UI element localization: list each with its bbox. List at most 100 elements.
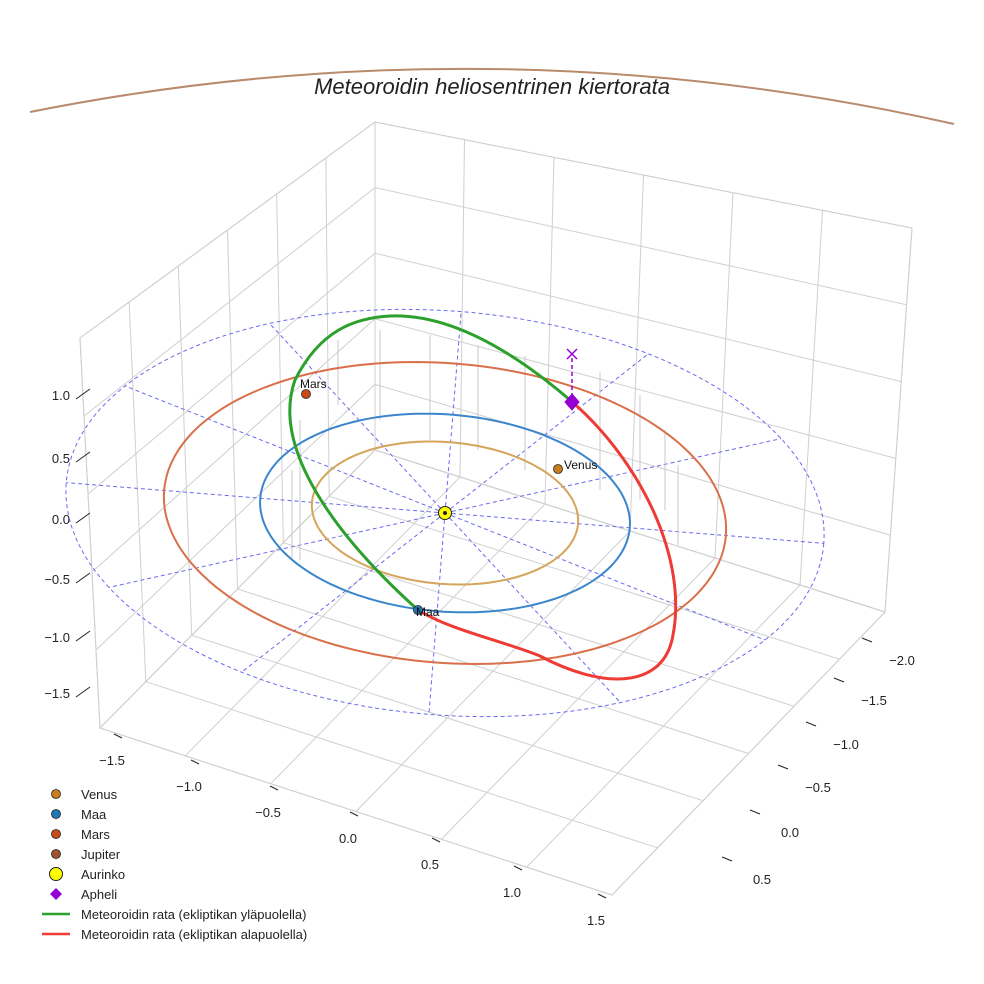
y-tick-label: −0.5: [805, 780, 831, 795]
x-tick-label: 1.0: [503, 885, 521, 900]
floor-gridline: [611, 611, 886, 896]
x-tick-mark: [269, 785, 279, 791]
legend-label: Meteoroidin rata (ekliptikan alapuolella…: [81, 927, 307, 942]
marker-maa: [413, 605, 423, 615]
floor-gridline: [329, 495, 840, 660]
y-tick-mark: [805, 721, 817, 727]
y-tick-label: 0.0: [781, 825, 799, 840]
planet-orbits: [162, 360, 728, 666]
meteoroid-orbit: [288, 314, 678, 681]
x-tick-mark: [597, 893, 607, 899]
meteoroid-orbit-below: [417, 398, 678, 681]
legend-label: Venus: [81, 787, 118, 802]
meteoroid-orbit-above: [288, 314, 571, 612]
x-tick-label: −0.5: [255, 805, 281, 820]
label-maa: Maa: [416, 605, 440, 619]
legend-marker-jupiter: [51, 849, 61, 859]
reference-radial: [124, 385, 446, 514]
z-tick-mark: [75, 572, 91, 584]
legend-marker-mars: [51, 829, 61, 839]
legend-label: Maa: [81, 807, 107, 822]
y-tick-mark: [833, 677, 845, 683]
legend-marker-venus: [51, 789, 61, 799]
legend: Venus Maa Mars Jupiter Aurinko Apheli Meteoroi…: [42, 787, 307, 942]
y-tick-mark: [721, 856, 733, 862]
reference-ellipse-group: [65, 308, 825, 718]
x-tick-mark: [513, 865, 523, 871]
label-venus: Venus: [564, 458, 597, 472]
markers: Venus Maa Mars: [300, 348, 597, 619]
left-wall-vertical: [177, 265, 193, 636]
right-wall-vertical: [714, 192, 734, 559]
z-tick-mark: [75, 512, 91, 524]
y-tick-label: −1.0: [833, 737, 859, 752]
reference-radial: [444, 311, 462, 514]
chart-title: Meteoroidin heliosentrinen kiertorata: [314, 74, 670, 99]
legend-marker-aurinko: [49, 867, 63, 881]
right-wall-vertical: [884, 227, 913, 613]
jupiter-orbit-arc: [29, 67, 955, 125]
left-wall-vertical: [79, 337, 101, 729]
legend-label: Jupiter: [81, 847, 121, 862]
x-tick-mark: [431, 837, 441, 843]
orbit-mars: [162, 360, 728, 666]
legend-marker-apheli: [50, 888, 62, 900]
reference-radial: [444, 512, 824, 544]
marker-mars: [301, 389, 311, 399]
z-tick-mark: [75, 388, 91, 400]
legend-label: Apheli: [81, 887, 117, 902]
z-tick-label: −0.5: [44, 572, 70, 587]
y-tick-label: 0.5: [753, 872, 771, 887]
y-tick-label: −1.5: [861, 693, 887, 708]
orbit-maa: [259, 412, 631, 614]
z-tick-label: −1.5: [44, 686, 70, 701]
x-tick-label: 0.5: [421, 857, 439, 872]
right-wall-vertical: [799, 210, 823, 586]
reference-radial: [444, 438, 782, 514]
jupiter-orbit-arc-line: [29, 67, 955, 125]
reference-radial: [444, 353, 649, 514]
reference-radial: [444, 512, 766, 641]
y-tick-mark: [777, 764, 789, 770]
reference-radial: [428, 512, 446, 715]
x-tick-label: −1.0: [176, 779, 202, 794]
marker-venus: [553, 464, 563, 474]
y-tick-mark: [749, 809, 761, 815]
x-tick-mark: [113, 733, 123, 739]
x-tick-label: −1.5: [99, 753, 125, 768]
reference-radial: [108, 512, 446, 588]
x-tick-label: 1.5: [587, 913, 605, 928]
x-tick-mark: [190, 759, 200, 765]
legend-label: Meteoroidin rata (ekliptikan yläpuolella…: [81, 907, 306, 922]
z-tick-mark: [75, 686, 91, 698]
z-tick-label: 1.0: [52, 388, 70, 403]
y-tick-label: −2.0: [889, 653, 915, 668]
left-wall-vertical: [276, 193, 284, 543]
legend-label: Mars: [81, 827, 110, 842]
z-tick-label: 0.5: [52, 451, 70, 466]
reference-radial: [444, 512, 621, 703]
legend-label: Aurinko: [81, 867, 125, 882]
reference-radial: [241, 512, 446, 673]
reference-ellipse: [65, 308, 825, 718]
label-mars: Mars: [300, 377, 327, 391]
left-wall-vertical: [325, 157, 330, 497]
legend-marker-maa: [51, 809, 61, 819]
x-tick-mark: [349, 811, 359, 817]
z-tick-mark: [75, 630, 91, 642]
reference-radial: [66, 482, 446, 514]
marker-aurinko-core: [443, 511, 447, 515]
y-tick-mark: [861, 637, 873, 643]
z-tick-mark: [75, 451, 91, 463]
marker-apheli: [564, 393, 580, 411]
left-wall-vertical: [227, 229, 238, 590]
right-wall-vertical: [459, 139, 465, 478]
orbit-venus: [310, 440, 580, 586]
x-tick-label: 0.0: [339, 831, 357, 846]
axis-grid: [79, 121, 913, 896]
z-tick-label: 0.0: [52, 512, 70, 527]
reference-radial: [269, 323, 446, 514]
right-wall-vertical: [544, 157, 555, 505]
aphelion-projection-marker: [566, 348, 578, 360]
